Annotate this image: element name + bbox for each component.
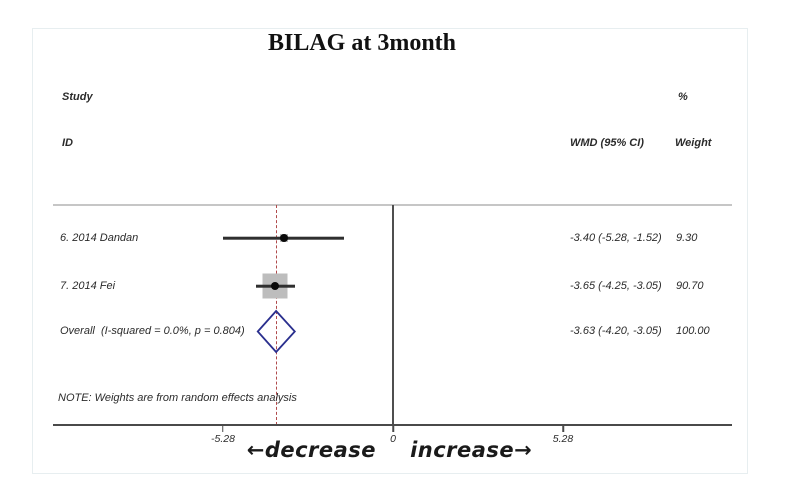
study-label: 7. 2014 Fei: [60, 280, 116, 292]
x-axis-tick: [222, 424, 224, 432]
study-label: 6. 2014 Dandan: [60, 232, 139, 244]
point-estimate-marker: [271, 282, 280, 290]
x-axis-tick-label: -5.28: [211, 433, 235, 445]
x-axis-tick: [392, 424, 394, 432]
x-axis-tick-label: 0: [390, 433, 396, 445]
overall-weight-value: 100.00: [676, 325, 710, 337]
axis-annotation: ←decrease increase→: [32, 438, 747, 462]
x-axis-tick-label: 5.28: [552, 433, 574, 445]
overall-label: Overall (I-squared = 0.0%, p = 0.804): [60, 325, 245, 337]
increase-arrow-label: increase→: [410, 438, 533, 462]
chart-panel: [32, 28, 748, 474]
column-header-wmd: WMD (95% CI): [570, 137, 644, 149]
column-header-study: Study: [62, 91, 93, 103]
wmd-value: -3.65 (-4.25, -3.05): [570, 280, 662, 292]
chart-title: BILAG at 3month: [267, 30, 457, 56]
overall-wmd-value: -3.63 (-4.20, -3.05): [570, 325, 662, 337]
x-axis-tick: [562, 424, 564, 432]
point-estimate-marker: [279, 234, 288, 242]
header-separator-line: [53, 204, 732, 206]
decrease-arrow-label: ←decrease: [246, 438, 377, 462]
zero-reference-line: [392, 205, 394, 425]
column-header-percent: %: [678, 91, 688, 103]
wmd-value: -3.40 (-5.28, -1.52): [570, 232, 662, 244]
weight-value: 9.30: [676, 232, 698, 244]
weight-value: 90.70: [676, 280, 704, 292]
weights-note: NOTE: Weights are from random effects an…: [58, 392, 297, 404]
column-header-id: ID: [62, 137, 73, 149]
column-header-weight: Weight: [675, 137, 712, 149]
